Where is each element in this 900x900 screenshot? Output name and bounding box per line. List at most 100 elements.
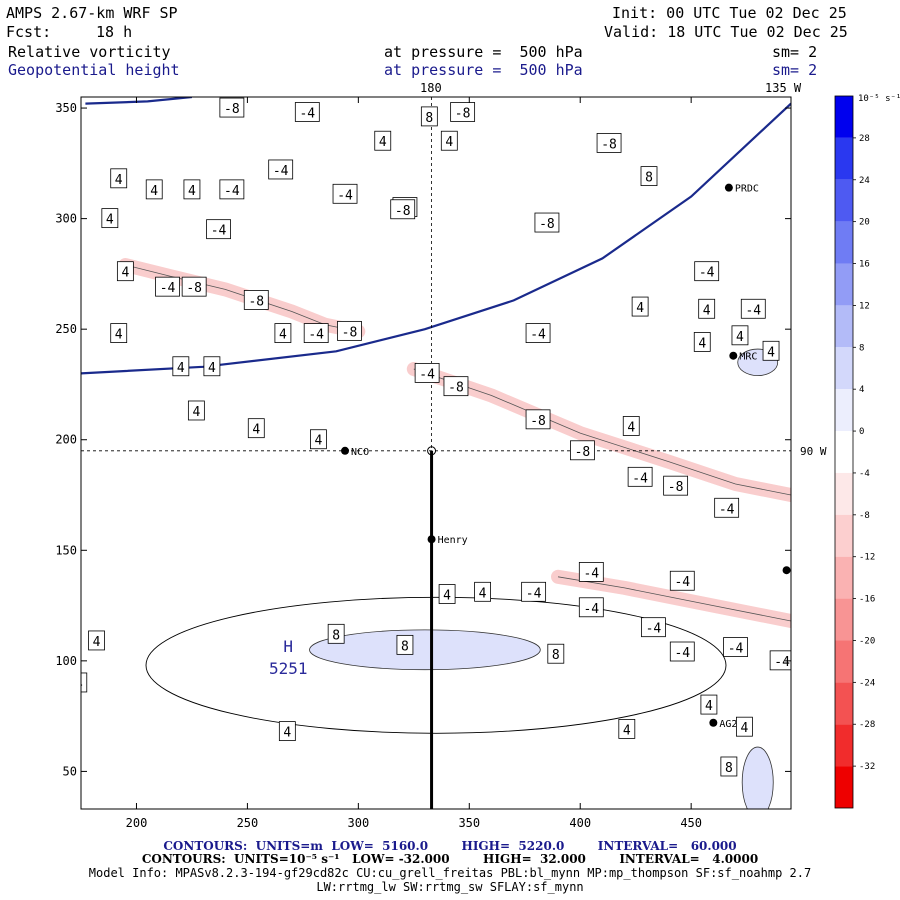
longitude-180-label: 180 [420,81,442,95]
contour-label: 4 [177,361,185,376]
contour-label-box [622,416,640,436]
station-label: MRC [739,352,757,363]
contour-label-box [243,290,269,310]
contour-label-box [116,261,134,282]
contour-label-box [618,718,636,739]
forecast-hour: 18 h [96,23,133,41]
contour-label-box [332,183,358,204]
pressure-vorticity: at pressure = 500 hPa [384,43,583,61]
colorbar-label: 28 [859,134,870,144]
station-marker [729,351,738,360]
colorbar-label: -12 [859,553,875,563]
contour-label: 4 [208,361,216,376]
contour-label: 4 [121,266,129,281]
contour-label: -4 [674,575,690,590]
contour-label: -8 [248,294,264,309]
contour-label-box [720,756,738,777]
contour-label: 4 [479,586,487,601]
contour-label-box [278,721,296,742]
contour-label-box [187,400,205,421]
contour-label-box [534,212,560,233]
colorbar-label: -24 [859,678,875,688]
colorbar-swatch [835,179,853,222]
y-tick-label: 150 [55,543,77,557]
colorbar-label: -8 [859,511,870,521]
contour-label-box [547,643,565,664]
contour-label: -8 [668,480,684,495]
contour-label: 4 [252,423,260,438]
longitude-90w-label: 90 W [800,445,827,458]
longitude-135w-label: 135 W [765,81,802,95]
colorbar-label: 4 [859,385,864,395]
colorbar-swatch [835,514,853,557]
colorbar-label: 12 [859,301,870,311]
colorbar-swatch [835,431,853,473]
contour-label-box [110,323,128,343]
contour-label: 4 [150,184,158,199]
contour-label-box [183,179,201,200]
plot-frame [80,96,792,810]
init-time: Init: 00 UTC Tue 02 Dec 25 [612,4,847,22]
vorticity-contour [413,368,791,496]
contour-label-box [327,623,345,644]
contour-label-box [762,340,780,361]
contour-label-box [303,323,329,343]
station-marker [709,718,718,727]
station-label: PRDC [735,184,759,195]
contour-label-box [700,694,718,715]
contour-label-box [525,409,551,430]
contour-label-box [374,130,392,151]
contour-label: -8 [530,414,546,429]
colorbar-label: 8 [859,343,864,353]
contour-label-box [414,362,440,383]
contour-label-box [81,672,88,693]
y-tick-label: 250 [55,322,77,336]
smoothing-height: sm= 2 [772,61,818,79]
contour-label-box [443,376,469,397]
colorbar-swatch [835,766,853,808]
x-tick-label: 300 [348,816,370,830]
contour-label-box [631,296,649,317]
x-tick-label: 450 [680,816,702,830]
contour-label: -8 [186,281,202,296]
contour-label-box [723,637,748,657]
contour-label-box [731,325,749,346]
contour-label: -4 [308,328,324,343]
contour-label: 4 [279,328,287,343]
vorticity-contour [557,576,791,622]
contour-label: -8 [575,445,591,460]
y-tick-label: 200 [55,433,77,447]
colorbar-swatch [835,724,853,767]
contour-label: -8 [448,381,464,396]
colorbar-swatch [835,305,853,348]
contour-label-box [145,179,163,200]
contour-label: 4 [314,434,322,449]
contour-label: -4 [419,367,435,382]
contour-label-box [172,356,190,377]
contour-label-box [694,261,720,282]
forecast-label: Fcst: [6,23,52,41]
contour-label-box [206,219,231,240]
contour-label-box [693,332,711,352]
contour-label-box [310,429,327,450]
contour-label: 4 [106,213,114,228]
contour-label-box [669,641,695,662]
contour-label: -4 [699,266,715,281]
contour-label: 4 [623,723,631,738]
y-tick-label: 300 [55,212,77,226]
contour-label: -4 [160,281,176,296]
contour-label: -8 [342,325,358,340]
vorticity-contour-info: CONTOURS: UNITS=10⁻⁵ s⁻¹ LOW= -32.000 HI… [141,852,759,866]
station-marker [341,446,350,455]
contour-label-box [698,298,716,319]
contour-label: 8 [425,111,433,126]
colorbar-swatch [835,263,853,306]
contour-label: 4 [283,726,291,741]
colorbar-label: 24 [859,176,870,186]
pressure-height: at pressure = 500 hPa [384,61,583,79]
colorbar-swatch [835,347,853,390]
contour-label-box [578,597,604,618]
contour-label: -4 [224,184,240,199]
colorbar-swatch [835,598,853,641]
contour-label: 8 [401,639,409,654]
